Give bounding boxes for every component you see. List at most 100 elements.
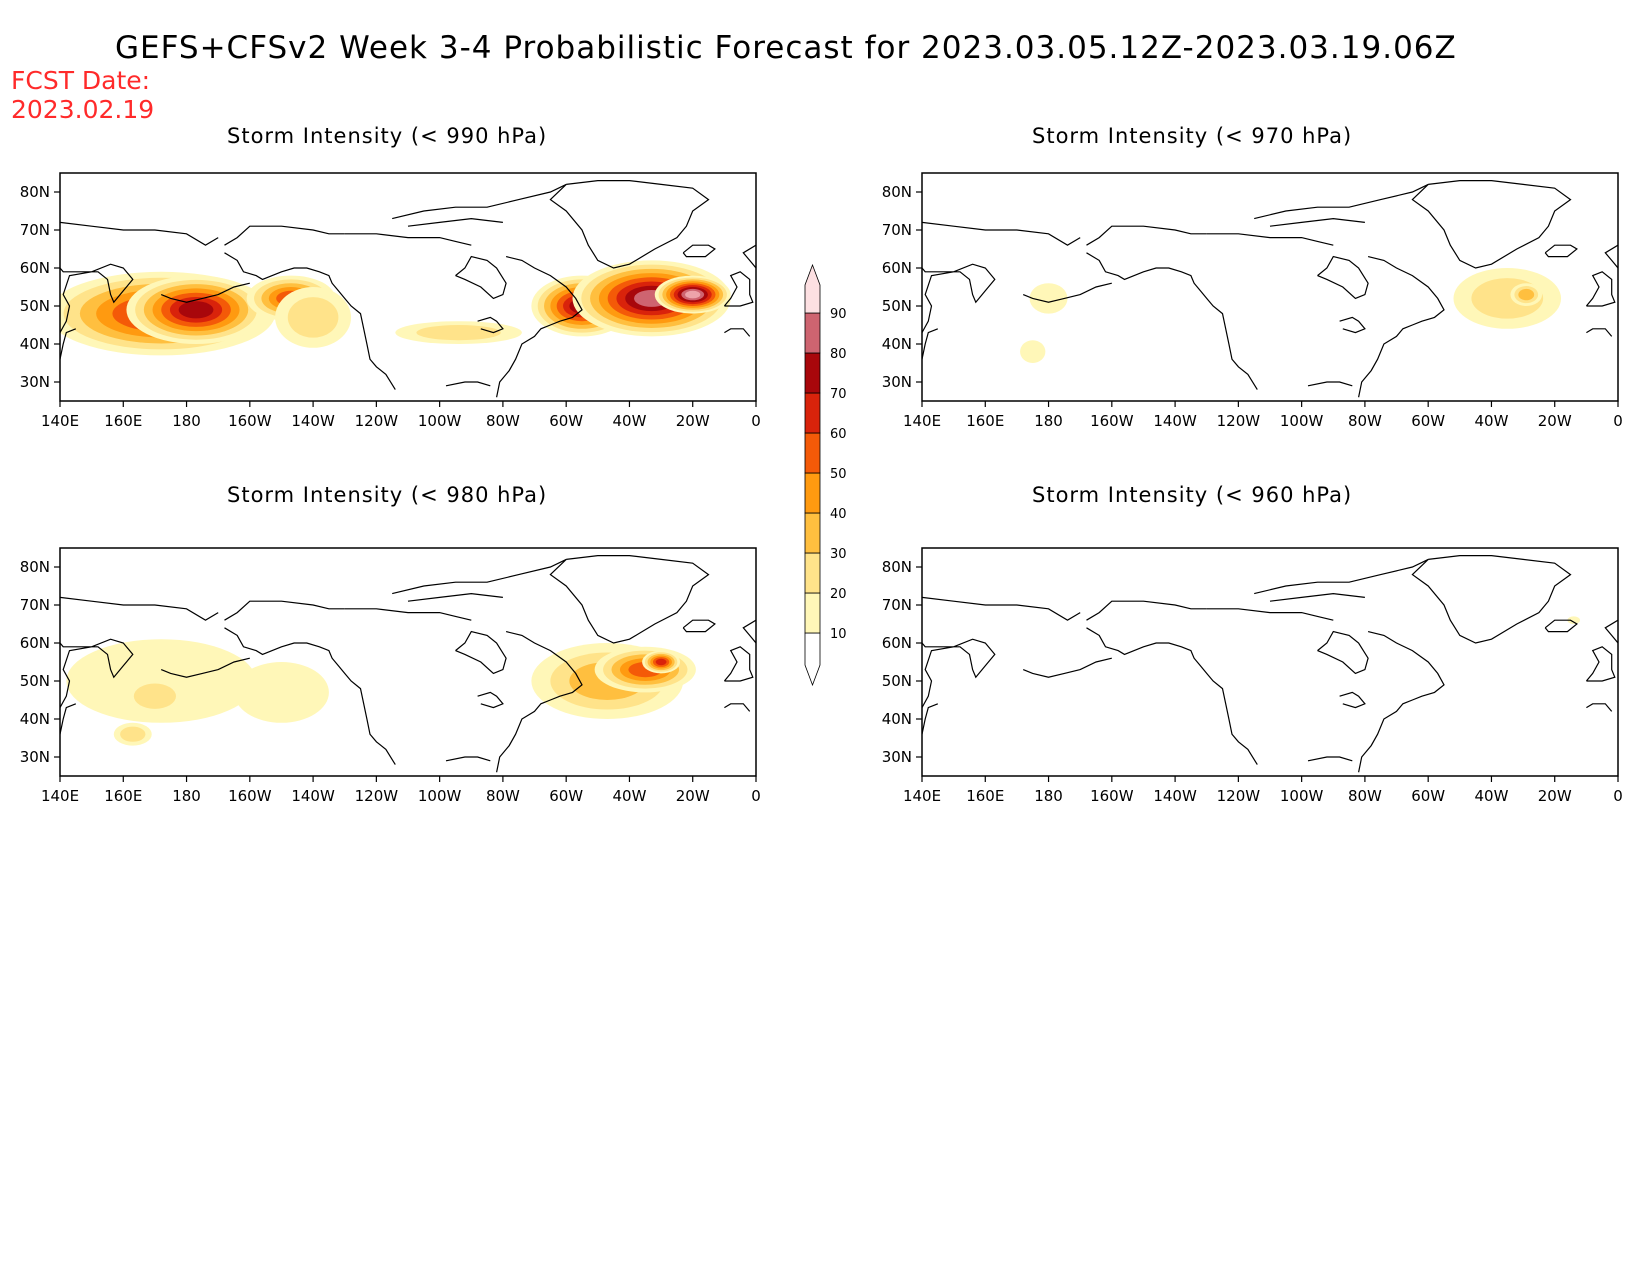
- coastline: [742, 619, 756, 644]
- coastline: [1269, 592, 1365, 602]
- coastline: [407, 592, 503, 602]
- coastline: [455, 255, 507, 300]
- colorbar-label: 90: [830, 307, 847, 322]
- map-frame: [921, 547, 1619, 777]
- x-tick-label: 120W: [1217, 412, 1261, 430]
- coastline: [1206, 608, 1334, 621]
- probability-field: [1020, 268, 1562, 363]
- y-tick-label: 30N: [882, 748, 912, 766]
- coastline: [224, 627, 396, 765]
- colorbar-swatch: [804, 632, 821, 687]
- x-tick-label: 160E: [966, 412, 1004, 430]
- coastline: [724, 328, 751, 337]
- x-tick-label: 140E: [903, 787, 941, 805]
- x-tick-label: 140W: [1153, 412, 1197, 430]
- colorbar-swatch: [804, 552, 821, 594]
- coastline: [445, 381, 491, 387]
- x-tick-label: 60W: [549, 412, 583, 430]
- map-panel-p970: 140E 160E 180 160W 140W 120W 100W 80W 60W 40W 20W 0…: [882, 172, 1623, 430]
- map-frame: [59, 547, 757, 777]
- x-tick-label: 160W: [228, 412, 272, 430]
- coastline: [1307, 381, 1353, 387]
- coastline: [682, 244, 716, 258]
- coastline: [224, 225, 345, 246]
- coastline: [1411, 555, 1572, 644]
- coastline: [60, 703, 77, 735]
- x-tick-label: 0: [751, 787, 761, 805]
- coastline: [1317, 255, 1369, 300]
- probability-contour: [1029, 283, 1068, 314]
- coastline: [1022, 282, 1112, 303]
- x-tick-label: 180: [172, 412, 201, 430]
- x-tick-label: 80W: [1348, 787, 1382, 805]
- probability-contour: [1020, 340, 1046, 363]
- probability-contour: [133, 683, 176, 709]
- y-tick-label: 40N: [20, 335, 50, 353]
- x-tick-label: 160W: [1090, 787, 1134, 805]
- x-tick-label: 40W: [612, 412, 646, 430]
- coastline: [1586, 703, 1613, 712]
- coastline: [392, 558, 567, 595]
- y-tick-label: 30N: [20, 373, 50, 391]
- coastline: [1585, 646, 1616, 682]
- y-tick-label: 80N: [882, 183, 912, 201]
- x-tick-label: 180: [1034, 787, 1063, 805]
- x-tick-label: 0: [1613, 412, 1623, 430]
- x-tick-label: 160W: [1090, 412, 1134, 430]
- y-tick-label: 40N: [882, 710, 912, 728]
- x-tick-label: 140E: [41, 787, 79, 805]
- y-tick-label: 50N: [882, 297, 912, 315]
- map-frame: [921, 172, 1619, 402]
- coastline: [392, 183, 567, 220]
- coastline: [1544, 244, 1578, 258]
- colorbar-label: 40: [830, 507, 847, 522]
- y-tick-label: 50N: [20, 672, 50, 690]
- coastline: [1585, 271, 1616, 307]
- probability-contour: [178, 301, 214, 319]
- x-tick-label: 20W: [676, 412, 710, 430]
- colorbar-swatch: [804, 392, 821, 434]
- colorbar-swatch: [804, 472, 821, 514]
- coastline: [1358, 256, 1445, 398]
- coastline: [496, 631, 583, 773]
- coastline: [742, 244, 756, 269]
- coastline: [922, 638, 996, 708]
- x-tick-label: 0: [1613, 787, 1623, 805]
- coastline: [922, 703, 939, 735]
- probability-field: [66, 639, 696, 746]
- x-tick-label: 120W: [355, 412, 399, 430]
- coastlines: [922, 555, 1618, 773]
- probability-contour: [1518, 288, 1535, 301]
- coastline: [1358, 631, 1445, 773]
- panel-title-960: Storm Intensity (< 960 hPa): [1032, 483, 1353, 507]
- colorbar: 10 20 30 40 50 60 70 80 90: [804, 263, 847, 687]
- coastlines: [60, 180, 756, 398]
- y-tick-label: 70N: [20, 221, 50, 239]
- coastline: [1544, 619, 1578, 633]
- y-tick-label: 70N: [882, 221, 912, 239]
- x-tick-label: 160E: [104, 412, 142, 430]
- coastline: [445, 756, 491, 762]
- colorbar-label: 10: [830, 627, 847, 642]
- coastline: [60, 263, 134, 333]
- probability-contour: [234, 662, 329, 723]
- colorbar-swatch: [804, 512, 821, 554]
- coastline: [1086, 600, 1207, 621]
- coastline: [344, 608, 472, 621]
- y-tick-label: 60N: [20, 634, 50, 652]
- coastline: [922, 596, 1081, 621]
- x-tick-label: 160E: [966, 787, 1004, 805]
- coastline: [477, 691, 504, 709]
- x-tick-label: 40W: [1474, 412, 1508, 430]
- y-tick-label: 60N: [882, 259, 912, 277]
- probability-contour: [120, 726, 146, 742]
- x-tick-label: 160W: [228, 787, 272, 805]
- coastline: [160, 657, 250, 678]
- coastline: [724, 703, 751, 712]
- coastline: [1339, 316, 1366, 334]
- coastline: [224, 252, 396, 390]
- coastline: [1586, 328, 1613, 337]
- coastline: [723, 271, 754, 307]
- probability-contour: [416, 325, 501, 341]
